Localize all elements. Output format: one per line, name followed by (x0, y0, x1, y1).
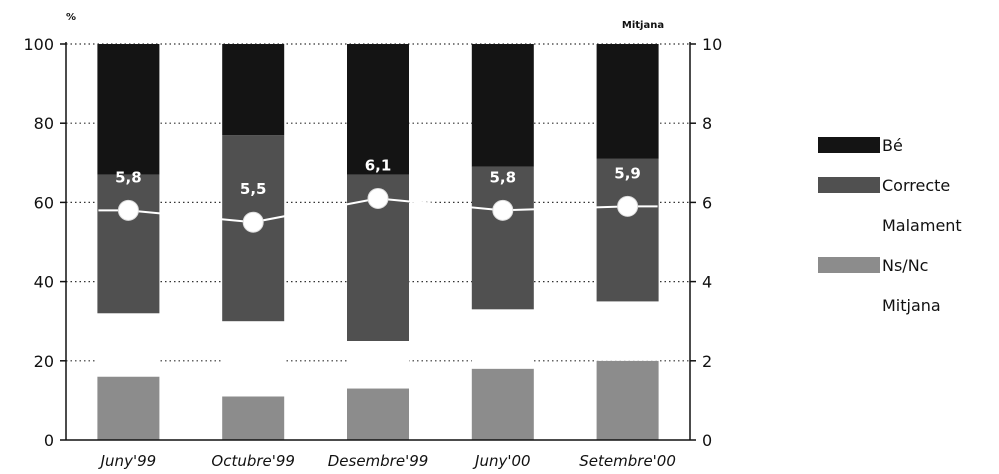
legend-swatch-nsnc (818, 257, 880, 273)
x-tick-label-3: Juny'00 (472, 452, 531, 470)
bar-nsnc-1 (222, 396, 284, 440)
legend-label-malament: Malament (882, 216, 962, 235)
y-left-axis-label: % (66, 12, 76, 23)
bar-correcte-3 (472, 167, 534, 310)
y-right-tick-label-1: 2 (702, 352, 712, 371)
legend-item-correcte: Correcte (818, 170, 998, 200)
mitjana-point-1 (243, 212, 263, 232)
mitjana-data-label-2: 6,1 (365, 156, 392, 174)
bar-b-4 (597, 44, 659, 159)
legend-label-nsnc: Ns/Nc (882, 256, 928, 275)
bar-correcte-0 (97, 175, 159, 314)
y-left-tick-label-0: 0 (44, 431, 54, 450)
mitjana-point-3 (493, 200, 513, 220)
legend: Bé Correcte Malament Ns/Nc Mitjana (818, 130, 998, 330)
legend-item-be: Bé (818, 130, 998, 160)
y-left-tick-label-5: 100 (23, 35, 54, 54)
y-right-tick-label-4: 8 (702, 114, 712, 133)
legend-swatch-correcte (818, 177, 880, 193)
legend-item-nsnc: Ns/Nc (818, 250, 998, 280)
legend-label-mitjana: Mitjana (882, 296, 941, 315)
bar-b-0 (97, 44, 159, 175)
mitjana-point-0 (118, 200, 138, 220)
bar-nsnc-3 (472, 369, 534, 440)
legend-swatch-be (818, 137, 880, 153)
legend-label-be: Bé (882, 136, 903, 155)
bar-malament-1 (222, 321, 284, 396)
bar-nsnc-2 (347, 389, 409, 440)
bar-b-3 (472, 44, 534, 167)
mitjana-data-label-3: 5,8 (490, 168, 517, 186)
legend-swatch-malament (818, 217, 880, 233)
y-right-tick-label-2: 4 (702, 273, 712, 292)
bar-b-2 (347, 44, 409, 175)
x-tick-label-4: Setembre'00 (579, 452, 676, 470)
y-left-tick-label-2: 40 (34, 273, 54, 292)
bar-nsnc-4 (597, 361, 659, 440)
mitjana-point-4 (618, 196, 638, 216)
x-tick-label-2: Desembre'99 (328, 452, 429, 470)
x-tick-label-1: Octubre'99 (211, 452, 295, 470)
legend-swatch-mitjana (818, 297, 880, 313)
y-right-axis-label: Mitjana (622, 20, 664, 31)
mitjana-point-2 (368, 188, 388, 208)
bar-nsnc-0 (97, 377, 159, 440)
y-right-tick-label-5: 10 (702, 35, 722, 54)
mitjana-data-label-0: 5,8 (115, 168, 142, 186)
mitjana-data-label-4: 5,9 (614, 164, 641, 182)
y-right-tick-label-0: 0 (702, 431, 712, 450)
y-right-tick-label-3: 6 (702, 193, 712, 212)
bar-malament-4 (597, 301, 659, 360)
mitjana-data-label-1: 5,5 (240, 180, 267, 198)
legend-label-correcte: Correcte (882, 176, 950, 195)
legend-item-mitjana: Mitjana (818, 290, 998, 320)
bar-malament-3 (472, 309, 534, 368)
bar-b-1 (222, 44, 284, 135)
legend-item-malament: Malament (818, 210, 998, 240)
y-left-tick-label-1: 20 (34, 352, 54, 371)
y-left-tick-label-4: 80 (34, 114, 54, 133)
y-left-tick-label-3: 60 (34, 193, 54, 212)
bar-malament-0 (97, 313, 159, 376)
x-tick-label-0: Juny'99 (98, 452, 157, 470)
bar-malament-2 (347, 341, 409, 389)
